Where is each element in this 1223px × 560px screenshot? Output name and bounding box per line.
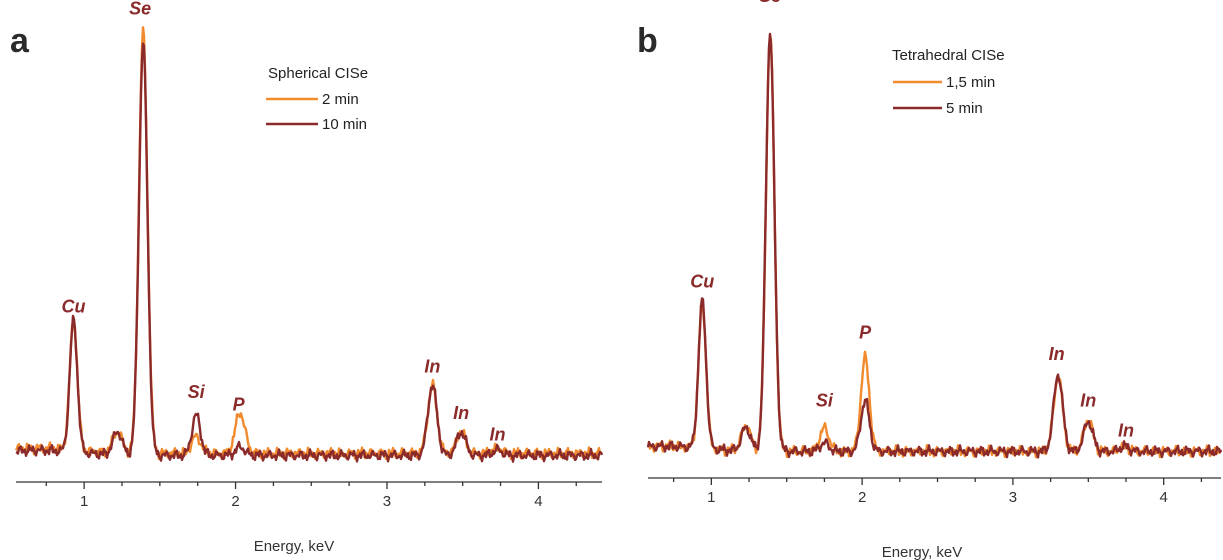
x-tick-label: 1 — [80, 493, 88, 510]
peak-label-se: Se — [129, 0, 151, 18]
peak-label-in: In — [1118, 420, 1134, 440]
peak-label-p: P — [233, 395, 246, 415]
spectrum-line-5-min — [646, 32, 1223, 459]
peak-label-si: Si — [188, 382, 206, 402]
peak-label-p: P — [859, 322, 872, 342]
peak-label-cu: Cu — [62, 297, 86, 317]
x-axis-title-a: Energy, keV — [254, 538, 335, 555]
peak-label-in: In — [1080, 391, 1096, 411]
legend-label-5min: 5 min — [946, 100, 983, 117]
legend-title-a: Spherical CISe — [268, 65, 368, 82]
x-tick-label: 2 — [231, 493, 239, 510]
peak-label-se: Se — [759, 0, 781, 6]
x-tick-label: 4 — [1160, 489, 1168, 506]
peak-label-in: In — [490, 424, 506, 444]
peak-label-in: In — [1049, 344, 1065, 364]
legend-label-2min: 2 min — [322, 91, 359, 108]
spectrum-line-2-min — [14, 26, 603, 461]
peak-label-in: In — [424, 356, 440, 376]
x-tick-label: 1 — [707, 489, 715, 506]
legend-label-1-5min: 1,5 min — [946, 74, 995, 91]
legend-label-10min: 10 min — [322, 116, 367, 133]
x-tick-label: 3 — [383, 493, 391, 510]
legend-title-b: Tetrahedral CISe — [892, 47, 1005, 64]
peak-label-in: In — [453, 403, 469, 423]
x-tick-label: 4 — [534, 493, 542, 510]
x-axis-title-b: Energy, keV — [882, 544, 963, 560]
spectrum-line-10-min — [15, 42, 604, 463]
panel-b: b Energy, keV Tetrahedral CISe 1,5 min 5… — [637, 0, 1223, 560]
panel-a: a Energy, keV Spherical CISe 2 min 10 mi… — [10, 0, 604, 555]
panel-letter-b: b — [637, 22, 658, 60]
peak-label-si: Si — [816, 391, 834, 411]
peak-label-cu: Cu — [690, 271, 714, 291]
x-tick-label: 3 — [1009, 489, 1017, 506]
x-tick-label: 2 — [858, 489, 866, 506]
spectrum-line-1-5-min — [647, 34, 1222, 459]
panel-letter-a: a — [10, 22, 30, 60]
